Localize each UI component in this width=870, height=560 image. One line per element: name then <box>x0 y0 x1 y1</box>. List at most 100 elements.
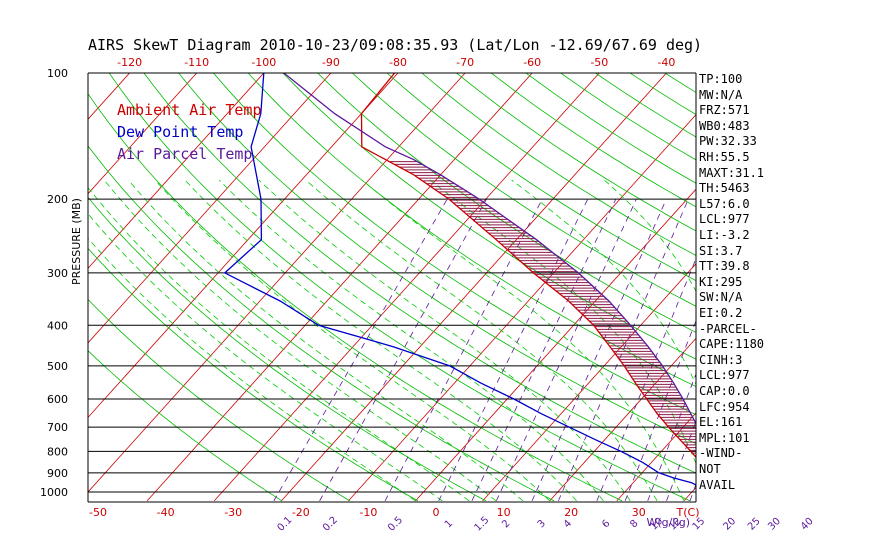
bottom-temp-tick: -10 <box>359 506 377 519</box>
dry-adiabat-line <box>108 73 691 502</box>
isotherm-line <box>818 73 870 501</box>
stability-index-item: EI:0.2 <box>699 306 743 320</box>
dry-adiabat-line <box>421 73 696 256</box>
moist-adiabat-line <box>127 179 524 502</box>
isotherm-line <box>616 412 696 502</box>
stability-index-item: LFC:954 <box>699 399 750 414</box>
dry-adiabat-line <box>282 73 696 360</box>
mixing-ratio-tick: 0.5 <box>386 515 405 534</box>
moist-adiabat-line <box>767 180 818 501</box>
top-temp-tick: -60 <box>523 56 541 69</box>
dry-adiabat-line <box>804 73 870 501</box>
stability-index-item: SW:N/A <box>699 290 743 305</box>
top-temp-tick: -120 <box>117 56 142 69</box>
moist-adiabat-line <box>88 186 470 502</box>
stability-index-item: TP:100 <box>699 72 743 86</box>
moist-adiabat-line <box>825 180 845 501</box>
mixing-ratio-unit-label: W(g/kg) <box>646 516 690 529</box>
dry-adiabat-line <box>88 350 283 502</box>
isotherm-line <box>0 73 63 501</box>
moist-adiabat-line <box>218 179 604 502</box>
pressure-tick-300: 300 <box>47 267 68 280</box>
moist-adiabat-line <box>88 213 443 502</box>
stability-index-item: L57:6.0 <box>699 196 750 211</box>
stability-index-item: MPL:101 <box>699 430 750 445</box>
isotherm-line <box>482 263 696 502</box>
isotherm-line <box>88 73 399 419</box>
top-temp-tick: -90 <box>322 56 340 69</box>
legend-ambient-air-temp: Ambient Air Temp <box>117 101 262 119</box>
stability-index-item: PW:32.33 <box>699 134 757 149</box>
moist-adiabat-line <box>88 237 416 502</box>
stability-index-item: CAP:0.0 <box>699 384 750 398</box>
top-temp-tick: -110 <box>184 56 209 69</box>
parcel-line <box>283 73 696 425</box>
bottom-temp-tick: -40 <box>157 506 175 519</box>
dry-adiabat-line <box>143 73 696 474</box>
pressure-tick-1000: 1000 <box>40 486 68 499</box>
stability-index-item: AVAIL <box>699 477 736 492</box>
mixing-ratio-tick: 40 <box>799 516 816 533</box>
isotherm-line <box>88 73 332 344</box>
mixing-ratio-line <box>531 198 667 502</box>
isotherm-line <box>88 73 466 493</box>
moist-adiabat-line <box>258 179 631 502</box>
pressure-tick-900: 900 <box>47 467 68 480</box>
mixing-ratio-tick: 2 <box>500 518 512 530</box>
legend-air-parcel-temp: Air Parcel Temp <box>117 145 253 163</box>
mixing-ratio-line <box>495 198 637 502</box>
bottom-temp-tick: 20 <box>564 506 578 519</box>
mixing-ratio-tick: 20 <box>721 516 738 533</box>
bottom-temp-tick: -30 <box>224 506 242 519</box>
dry-adiabat-line <box>88 145 555 502</box>
dry-adiabat-line <box>88 298 351 502</box>
isotherm-line <box>751 73 870 501</box>
dry-adiabat-line <box>352 73 696 307</box>
stability-index-item: CAPE:1180 <box>699 337 765 352</box>
bottom-temp-tick: -50 <box>89 506 107 519</box>
legend-dew-point-temp: Dew Point Temp <box>117 123 244 141</box>
bottom-temp-tick: 0 <box>433 506 440 519</box>
pressure-tick-800: 800 <box>47 445 68 458</box>
stability-index-item: TH:5463 <box>699 181 750 196</box>
moist-adiabat-line <box>103 179 497 502</box>
mixing-ratio-tick: 1 <box>443 518 455 530</box>
mixing-ratio-tick: 3 <box>536 518 548 530</box>
stability-index-item: LCL:977 <box>699 212 750 227</box>
isotherm-line <box>88 73 265 269</box>
mixing-ratio-line <box>438 198 589 502</box>
bottom-temp-tick: 10 <box>497 506 511 519</box>
stability-index-item: RH:55.5 <box>699 150 750 164</box>
top-temp-tick: -40 <box>657 56 675 69</box>
top-temp-tick: -70 <box>456 56 474 69</box>
mixing-ratio-tick: 0.2 <box>321 515 340 534</box>
stability-index-item: MW:N/A <box>699 87 743 102</box>
stability-index-item: CINH:3 <box>699 352 743 367</box>
mixing-ratio-tick: 25 <box>746 516 763 533</box>
top-temp-tick: -80 <box>389 56 407 69</box>
stability-index-item: -PARCEL- <box>699 321 757 336</box>
mixing-ratio-line <box>766 199 860 501</box>
dry-adiabat-line <box>456 73 696 232</box>
mixing-ratio-line <box>799 199 870 501</box>
stability-index-item: -WIND- <box>699 446 743 461</box>
moist-adiabat-line <box>603 179 696 293</box>
bottom-temp-tick: 30 <box>632 506 646 519</box>
isotherm-line <box>146 73 533 502</box>
isotherm-line <box>213 73 600 502</box>
moist-adiabat-line <box>154 179 550 502</box>
bottom-temp-tick: -20 <box>292 506 310 519</box>
pressure-tick-100: 100 <box>47 67 68 80</box>
top-temp-tick: -50 <box>590 56 608 69</box>
stability-index-item: TT:39.8 <box>699 259 750 274</box>
stability-index-item: NOT <box>699 462 721 476</box>
isotherm-line <box>348 114 696 502</box>
dry-adiabat-line <box>88 247 419 502</box>
stability-index-item: LCL:977 <box>699 368 750 383</box>
mixing-ratio-line <box>273 198 448 502</box>
stability-index-item: EL:161 <box>699 415 743 430</box>
isotherm-line <box>415 188 696 502</box>
moist-adiabat-line <box>305 179 658 502</box>
